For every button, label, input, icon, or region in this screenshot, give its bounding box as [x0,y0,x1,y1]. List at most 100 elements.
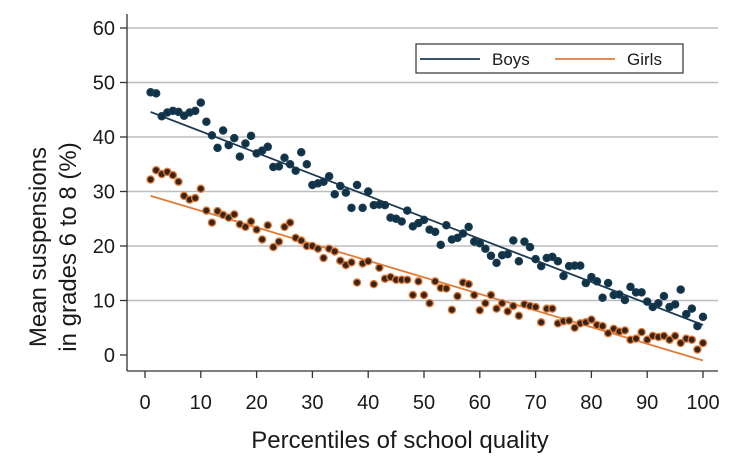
x-tick-label-20: 20 [245,392,267,414]
boys-point [453,233,462,243]
boys-point [642,297,652,306]
y-tick-label-30: 30 [93,182,115,204]
boys-point [213,143,222,153]
boys-point [575,261,585,270]
boys-point [419,215,429,225]
boys-point [481,244,490,253]
boys-point [698,312,708,322]
boys-point [509,236,518,245]
girls-point [319,253,328,263]
girls-point [241,222,250,232]
girls-point [447,305,457,315]
boys-point [659,291,669,301]
boys-point [235,152,245,161]
boys-point [224,140,233,150]
x-tick-label-50: 50 [413,392,435,414]
girls-point [698,338,708,348]
girls-point [486,290,496,300]
boys-point [257,146,267,155]
girls-point [207,218,217,227]
girls-point [620,326,630,335]
girls-point [246,217,256,226]
boys-point [581,278,591,288]
boys-point [302,159,312,169]
girls-point [514,311,524,321]
boys-point [637,288,646,297]
boys-point [380,200,390,210]
boys-point [241,139,250,148]
boys-point [336,181,345,191]
girls-point [442,284,451,293]
x-tick-label-70: 70 [524,392,546,414]
girls-point [676,338,685,348]
boys-point [358,203,367,213]
boys-point [587,272,596,282]
girls-point [503,307,512,316]
girls-point [274,237,284,246]
grid-lines [127,27,718,302]
girls-point [665,335,674,344]
x-tick-label-60: 60 [469,392,491,414]
girls-point [146,175,155,184]
boys-point [536,261,546,271]
girls-point [564,316,574,325]
x-tick-label-100: 100 [686,392,719,414]
boys-point [291,166,300,176]
fit-lines [150,111,704,362]
girls-point [642,335,652,344]
boys-point [196,98,206,107]
boys-point [246,131,256,141]
girls-point [257,235,267,244]
boys-point [230,133,239,143]
girls-point [659,331,669,341]
x-tick-label-90: 90 [636,392,658,414]
boys-point [531,254,540,264]
y-axis-title-line-1: Mean suspensions [25,147,52,347]
boys-point [274,162,284,171]
boys-point [676,285,685,294]
girls-point [492,304,501,313]
y-tick-label-10: 10 [93,291,115,313]
boys-point [436,240,445,250]
boys-point [263,142,273,152]
girls-point [453,291,462,301]
girls-point [179,191,189,201]
girls-point [693,345,702,354]
girls-point [196,184,206,194]
girls-point [419,290,429,300]
boys-point [525,242,535,252]
boys-point [548,252,557,262]
boys-point [330,189,339,199]
legend-boys-label: Boys [492,50,530,69]
boys-point [620,295,630,305]
girls-point [280,222,289,232]
x-tick-label-10: 10 [190,392,212,414]
y-tick-label-60: 60 [93,18,115,40]
girls-point [375,263,384,273]
girls-point [430,277,440,286]
boys-point [464,222,473,232]
boys-point [397,217,406,226]
boys-point [202,117,211,126]
boys-point [207,131,217,140]
boys-point [157,112,166,121]
girls-point [548,304,557,313]
girls-point [230,210,239,219]
girls-point [168,170,178,180]
girls-point [213,206,222,216]
y-tick-label-50: 50 [93,73,115,95]
boys-point [693,321,702,331]
girls-point [531,302,540,312]
girls-point [598,321,607,331]
boys-point [492,258,501,268]
girls-point [363,257,373,266]
boys-point [670,300,680,309]
boys-point [475,239,485,248]
boys-point [363,187,373,196]
x-axis-title: Percentiles of school quality [251,427,549,454]
boys-point [296,148,306,157]
x-tick-label-40: 40 [357,392,379,414]
girls-point [369,279,379,289]
boys-point [341,188,351,197]
boys-point [174,107,183,117]
